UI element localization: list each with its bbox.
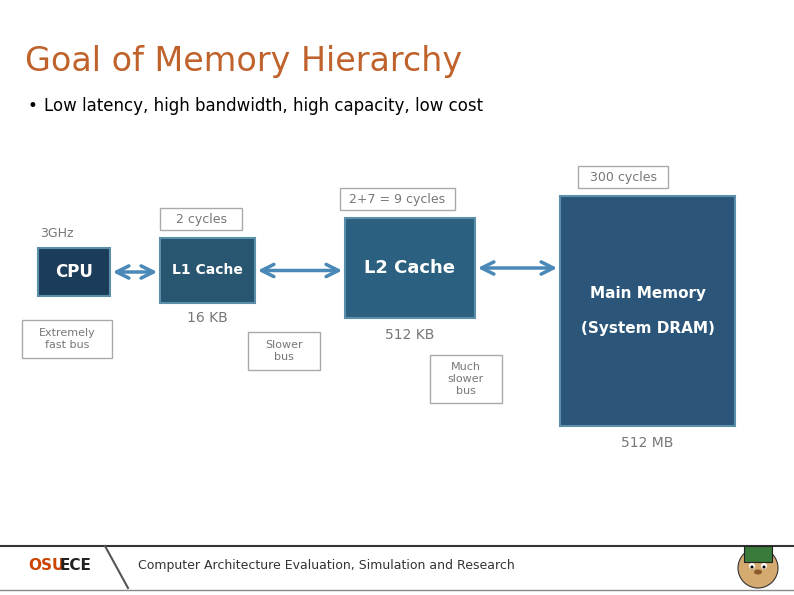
- Circle shape: [750, 565, 754, 568]
- Text: 512 KB: 512 KB: [385, 328, 434, 342]
- Text: 300 cycles: 300 cycles: [589, 171, 657, 183]
- Bar: [430, 355, 502, 403]
- Bar: [340, 188, 455, 210]
- Bar: [160, 208, 242, 230]
- Circle shape: [761, 563, 767, 569]
- Text: ECE: ECE: [60, 559, 92, 574]
- Circle shape: [762, 565, 765, 568]
- Text: Extremely
fast bus: Extremely fast bus: [39, 328, 95, 350]
- Bar: [578, 166, 668, 188]
- Text: 512 MB: 512 MB: [622, 436, 673, 450]
- Text: Goal of Memory Hierarchy: Goal of Memory Hierarchy: [25, 45, 462, 78]
- Text: Computer Architecture Evaluation, Simulation and Research: Computer Architecture Evaluation, Simula…: [138, 559, 515, 572]
- Text: 16 KB: 16 KB: [187, 311, 228, 325]
- Text: OSU: OSU: [28, 559, 64, 574]
- Text: Much
slower
bus: Much slower bus: [448, 362, 484, 396]
- Text: 2+7 = 9 cycles: 2+7 = 9 cycles: [349, 193, 445, 205]
- Text: Main Memory

(System DRAM): Main Memory (System DRAM): [580, 286, 715, 336]
- Bar: [38, 248, 110, 296]
- Bar: [248, 332, 320, 370]
- Bar: [345, 218, 475, 318]
- Bar: [160, 238, 255, 303]
- Text: L2 Cache: L2 Cache: [364, 259, 456, 277]
- Text: CPU: CPU: [55, 263, 93, 281]
- Text: 3GHz: 3GHz: [40, 227, 74, 240]
- Bar: [22, 320, 112, 358]
- Ellipse shape: [754, 569, 762, 575]
- Circle shape: [738, 548, 778, 588]
- Text: 2 cycles: 2 cycles: [175, 212, 226, 226]
- Circle shape: [749, 563, 755, 569]
- Bar: [560, 196, 735, 426]
- Text: L1 Cache: L1 Cache: [172, 264, 243, 277]
- Text: •: •: [28, 97, 38, 115]
- Text: Slower
bus: Slower bus: [265, 340, 303, 362]
- FancyBboxPatch shape: [744, 546, 772, 562]
- Text: Low latency, high bandwidth, high capacity, low cost: Low latency, high bandwidth, high capaci…: [44, 97, 483, 115]
